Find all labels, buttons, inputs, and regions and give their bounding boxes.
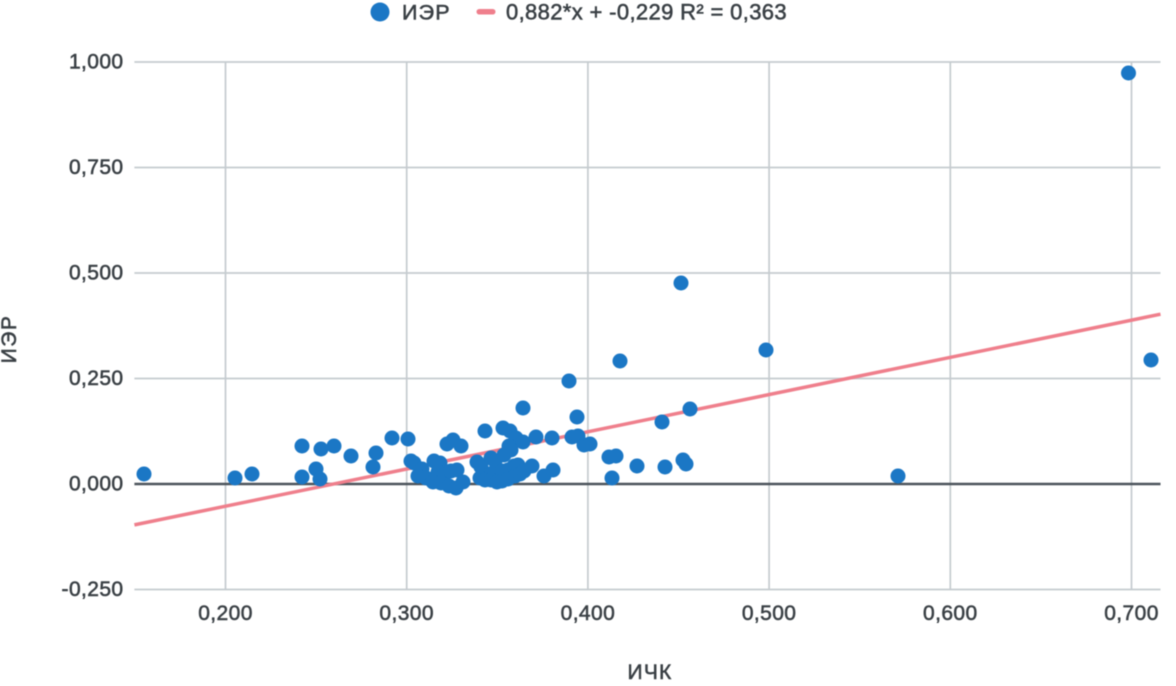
svg-text:0,250: 0,250 — [69, 367, 124, 390]
svg-text:ИЭР: ИЭР — [0, 315, 21, 364]
svg-text:0,500: 0,500 — [742, 602, 797, 625]
svg-text:0,600: 0,600 — [923, 602, 978, 625]
svg-text:0,000: 0,000 — [69, 473, 124, 496]
svg-text:ИЧК: ИЧК — [628, 661, 673, 684]
svg-text:ИЭР: ИЭР — [402, 1, 451, 25]
svg-text:0,500: 0,500 — [69, 262, 124, 285]
svg-text:1,000: 1,000 — [69, 51, 124, 74]
svg-text:0,400: 0,400 — [561, 602, 616, 625]
svg-text:0,882*x + -0,229 R² = 0,363: 0,882*x + -0,229 R² = 0,363 — [506, 0, 787, 25]
svg-text:0,300: 0,300 — [379, 602, 434, 625]
svg-text:-0,250: -0,250 — [62, 578, 124, 601]
svg-text:0,750: 0,750 — [69, 156, 124, 179]
svg-text:0,700: 0,700 — [1104, 602, 1159, 625]
svg-text:0,200: 0,200 — [198, 602, 253, 625]
